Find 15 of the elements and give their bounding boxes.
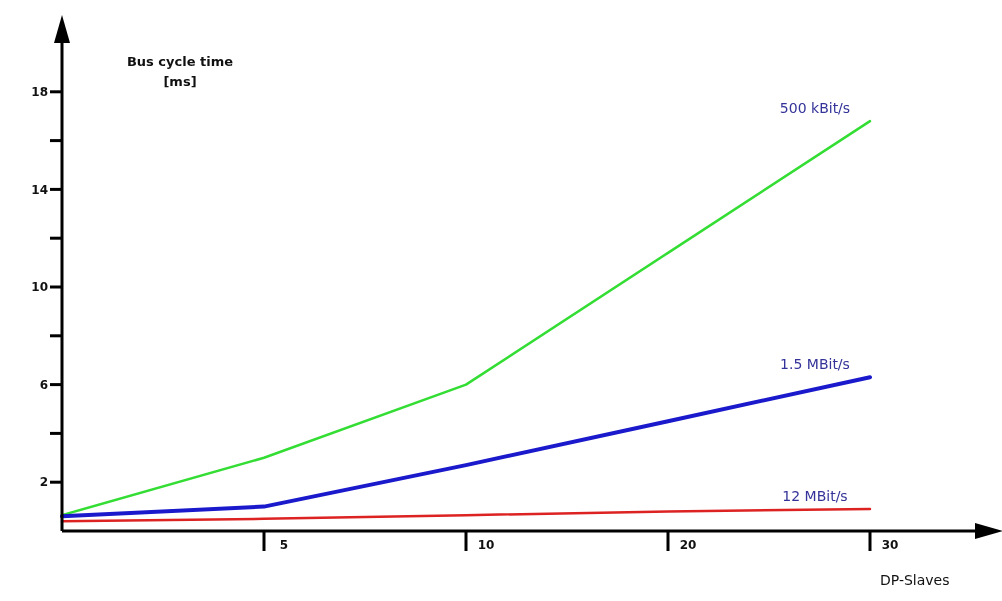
y-tick-label: 2 [39, 475, 48, 490]
x-tick-label: 20 [679, 538, 697, 552]
y-tick-label: 18 [31, 85, 48, 100]
x-tick-label: 30 [881, 538, 899, 552]
series-label: 500 kBit/s [779, 100, 851, 117]
x-tick-label: 5 [279, 538, 289, 552]
series-label: 12 MBit/s [782, 488, 848, 505]
line-series [60, 375, 872, 519]
y-tick-label: 14 [31, 182, 48, 197]
y-tick-label: 6 [39, 377, 48, 392]
series-label: 1.5 MBit/s [780, 356, 850, 373]
y-tick-label: 10 [31, 280, 48, 295]
x-tick-label: 10 [477, 538, 495, 552]
y-axis-title: Bus cycle time [ms] [125, 53, 235, 91]
x-axis-title: DP-Slaves [880, 572, 950, 588]
